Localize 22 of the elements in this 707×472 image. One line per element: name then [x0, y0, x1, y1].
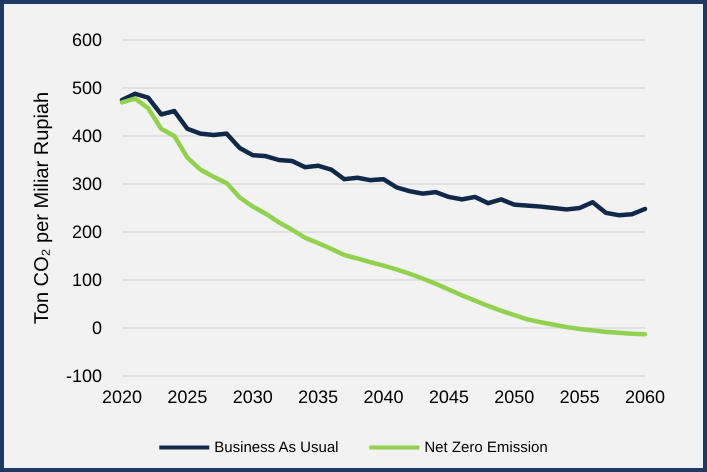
- x-tick-label: 2020: [102, 387, 142, 407]
- x-tick-label: 2055: [560, 387, 600, 407]
- y-tick-label: 0: [92, 318, 102, 338]
- x-tick-label: 2060: [624, 387, 666, 407]
- x-tick-label: 2045: [428, 387, 469, 407]
- x-tick-label: 2030: [232, 387, 273, 407]
- y-tick-label: 600: [72, 30, 102, 50]
- y-axis-title: Ton CO₂ per Miliar Rupiah: [31, 92, 53, 324]
- x-tick-label: 2050: [494, 387, 534, 407]
- legend-label: Net Zero Emission: [424, 439, 548, 456]
- x-tick-label: 2025: [167, 387, 208, 407]
- y-tick-label: 300: [72, 174, 102, 194]
- y-tick-label: -100: [66, 366, 102, 386]
- line-series: [120, 96, 648, 336]
- x-tick-label: 2035: [298, 387, 338, 407]
- legend-label: Business As Usual: [214, 439, 339, 456]
- y-tick-label: 500: [72, 78, 102, 98]
- x-tick-label: 2040: [363, 387, 404, 407]
- y-tick-label: 400: [72, 126, 102, 146]
- y-tick-label: 200: [72, 222, 102, 242]
- y-tick-label: 100: [72, 270, 102, 290]
- line-series: [120, 92, 648, 218]
